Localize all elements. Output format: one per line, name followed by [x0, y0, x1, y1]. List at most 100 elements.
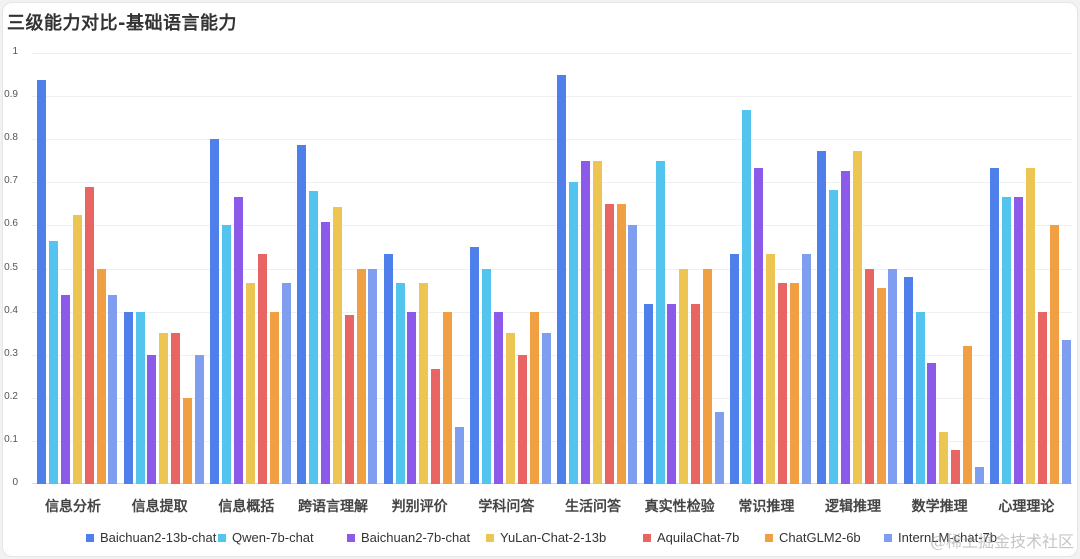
bar: [506, 333, 516, 484]
bar: [159, 333, 169, 484]
bar: [1049, 225, 1059, 484]
gridline: [32, 354, 1072, 356]
bar: [407, 311, 417, 484]
bar: [1061, 340, 1071, 484]
legend-swatch-icon: [486, 533, 494, 542]
bar: [147, 354, 157, 484]
legend-item[interactable]: Baichuan2-13b-chat: [86, 530, 216, 545]
bar: [828, 190, 838, 484]
legend-label: Baichuan2-13b-chat: [100, 530, 217, 545]
legend-item[interactable]: AquilaChat-7b: [643, 530, 739, 545]
bar: [766, 254, 776, 484]
bar: [888, 268, 898, 484]
bar: [308, 191, 318, 484]
bar: [754, 168, 764, 484]
bar: [269, 311, 279, 484]
bar: [494, 311, 504, 484]
bar: [455, 426, 465, 484]
bar: [691, 304, 701, 484]
x-tick-label: 逻辑推理: [825, 499, 881, 515]
bar: [592, 160, 602, 484]
chart-title: 三级能力对比-基础语言能力: [7, 13, 237, 34]
x-tick-label: 判别评价: [391, 499, 448, 515]
bar: [356, 268, 366, 484]
bar: [616, 203, 626, 484]
x-tick-label: 真实性检验: [644, 499, 715, 515]
bar: [580, 160, 590, 484]
y-tick-label: 0.9: [4, 89, 18, 101]
bar: [470, 246, 480, 484]
bar: [171, 333, 181, 484]
legend-label: YuLan-Chat-2-13b: [500, 530, 607, 545]
bar: [679, 268, 689, 484]
x-tick-label: 数学推理: [911, 499, 968, 515]
bar: [344, 314, 354, 484]
x-tick-label: 信息概括: [218, 499, 275, 515]
bar: [135, 311, 145, 484]
legend-swatch-icon: [765, 533, 773, 542]
bar: [864, 268, 874, 484]
bar: [320, 222, 330, 484]
legend-label: ChatGLM2-6b: [779, 530, 861, 545]
legend-label: InternLM-chat-7b: [898, 530, 997, 545]
legend-item[interactable]: Qwen-7b-chat: [218, 530, 314, 545]
y-tick-label: 0.5: [4, 261, 18, 273]
bar: [643, 304, 653, 484]
bar: [123, 311, 133, 484]
bar: [183, 397, 193, 484]
bar: [96, 268, 106, 484]
legend-label: Baichuan2-7b-chat: [361, 530, 471, 545]
bar: [195, 354, 205, 484]
bar: [222, 225, 232, 484]
legend-item[interactable]: ChatGLM2-6b: [765, 530, 861, 545]
legend-swatch-icon: [218, 533, 226, 542]
bar: [568, 182, 578, 484]
bar: [801, 254, 811, 484]
y-tick-label: 0.7: [4, 175, 18, 187]
bar: [667, 304, 677, 484]
x-tick-label: 生活问答: [565, 499, 621, 515]
gridline: [32, 139, 1072, 141]
legend-label: Qwen-7b-chat: [232, 530, 314, 545]
bar: [297, 145, 306, 484]
gridline: [32, 268, 1072, 270]
gridline: [32, 53, 1072, 54]
bar: [1014, 196, 1024, 484]
bar: [246, 282, 256, 484]
bar: [742, 110, 752, 484]
bar: [48, 241, 58, 484]
legend: Baichuan2-13b-chat Qwen-7b-chat Baichuan2-…: [0, 530, 1080, 550]
bar: [419, 282, 429, 484]
bar: [210, 139, 220, 484]
y-tick-label: 0.4: [4, 304, 18, 316]
y-tick-label: 0.3: [4, 347, 18, 359]
bar: [257, 254, 267, 484]
bar: [789, 282, 799, 484]
bar: [730, 254, 740, 484]
bar: [281, 282, 291, 484]
bar: [975, 466, 985, 484]
bar: [443, 311, 453, 484]
bar: [84, 187, 94, 484]
legend-swatch-icon: [643, 533, 651, 542]
bar: [817, 150, 826, 484]
bar: [60, 295, 70, 484]
bar: [1026, 168, 1036, 484]
bar: [903, 277, 913, 484]
y-tick-label: 0.2: [4, 390, 18, 402]
y-tick-label: 0.8: [4, 132, 18, 144]
y-tick-label: 0.1: [4, 433, 18, 445]
legend-item[interactable]: Baichuan2-7b-chat: [347, 530, 470, 545]
x-tick-label: 跨语言理解: [298, 499, 368, 515]
legend-item[interactable]: InternLM-chat-7b: [884, 530, 997, 545]
x-tick-label: 常识推理: [738, 499, 795, 515]
bar: [332, 206, 342, 484]
bar: [1002, 196, 1012, 484]
bar: [840, 170, 850, 484]
x-tick-label: 信息提取: [131, 499, 188, 515]
gridline: [32, 225, 1072, 227]
legend-item[interactable]: YuLan-Chat-2-13b: [486, 530, 606, 545]
plot-area: [32, 53, 1072, 484]
x-tick-label: 心理理论: [998, 499, 1055, 515]
gridline: [32, 311, 1072, 313]
